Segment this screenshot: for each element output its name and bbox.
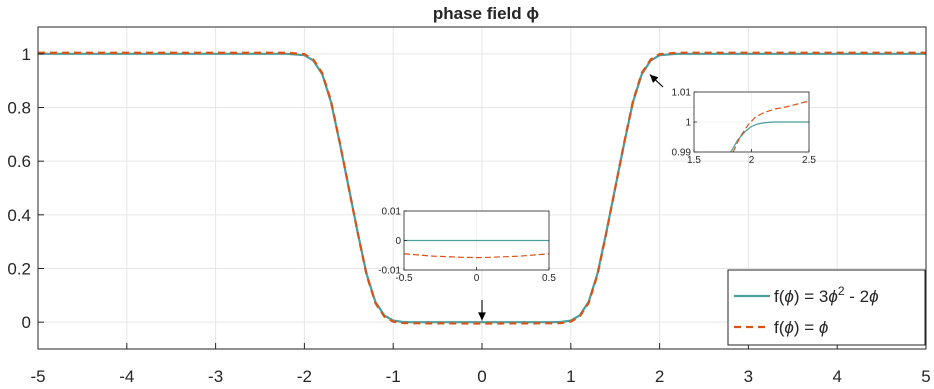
x-tick-label: -2 xyxy=(297,367,312,386)
x-tick-label: -5 xyxy=(30,367,45,386)
arrow-center-head xyxy=(478,312,486,321)
inset-x-tick-label: 2.5 xyxy=(802,155,816,166)
inset-x-tick-label: -0.5 xyxy=(395,273,413,284)
inset-series-0 xyxy=(730,121,809,153)
legend: f(ϕ) = 3ϕ2 - 2ϕ f(ϕ) = ϕ xyxy=(727,269,926,346)
x-tick-label: 5 xyxy=(921,367,930,386)
x-tick-label: 1 xyxy=(566,367,575,386)
x-tick-label: -4 xyxy=(119,367,134,386)
inset-y-tick-label: 0.01 xyxy=(382,207,402,218)
inset-right: 1.5 2 2.5 0.99 1 1.01 xyxy=(672,88,817,167)
inset-x-tick-label: 1.5 xyxy=(687,155,701,166)
x-tick-label: 4 xyxy=(832,367,841,386)
inset-x-tick-label: 0.5 xyxy=(542,273,556,284)
inset-y-tick-label: 1 xyxy=(685,118,691,129)
x-tick-label: -3 xyxy=(208,367,223,386)
y-tick-label: 1 xyxy=(22,45,31,64)
inset-y-tick-label: 0 xyxy=(395,236,401,247)
main-ticks: -5 -4 -3 -2 -1 0 1 2 3 4 5 0 0.2 0.4 0.6 0.8 1 xyxy=(7,45,930,386)
inset-series-1 xyxy=(732,100,810,153)
inset-y-tick-label: -0.01 xyxy=(378,266,401,277)
arrow-right-head xyxy=(649,74,659,83)
inset-x-tick-label: 2 xyxy=(749,155,755,166)
y-tick-label: 0.8 xyxy=(7,99,31,118)
inset-center: -0.5 0 0.5 -0.01 0 0.01 xyxy=(378,207,556,285)
legend-box xyxy=(727,269,926,346)
y-tick-label: 0.2 xyxy=(7,260,31,279)
inset-series-1 xyxy=(403,253,550,259)
y-tick-label: 0.4 xyxy=(7,206,31,225)
main-series xyxy=(38,51,926,325)
y-tick-label: 0 xyxy=(22,313,31,332)
legend-label-series-1: f(ϕ) = ϕ xyxy=(774,318,828,337)
inset-arrows xyxy=(478,74,664,321)
legend-label-series-0: f(ϕ) = 3ϕ2 - 2ϕ xyxy=(774,284,879,306)
y-tick-label: 0.6 xyxy=(7,152,31,171)
x-tick-label: 2 xyxy=(655,367,664,386)
x-tick-label: 0 xyxy=(477,367,486,386)
inset-y-tick-label: 0.99 xyxy=(672,148,692,159)
inset-y-tick-label: 1.01 xyxy=(672,88,692,99)
x-tick-label: 3 xyxy=(744,367,753,386)
x-tick-label: -1 xyxy=(386,367,401,386)
series-line-1 xyxy=(38,51,926,325)
chart-title: phase field ϕ xyxy=(433,4,540,23)
inset-x-tick-label: 0 xyxy=(474,273,480,284)
